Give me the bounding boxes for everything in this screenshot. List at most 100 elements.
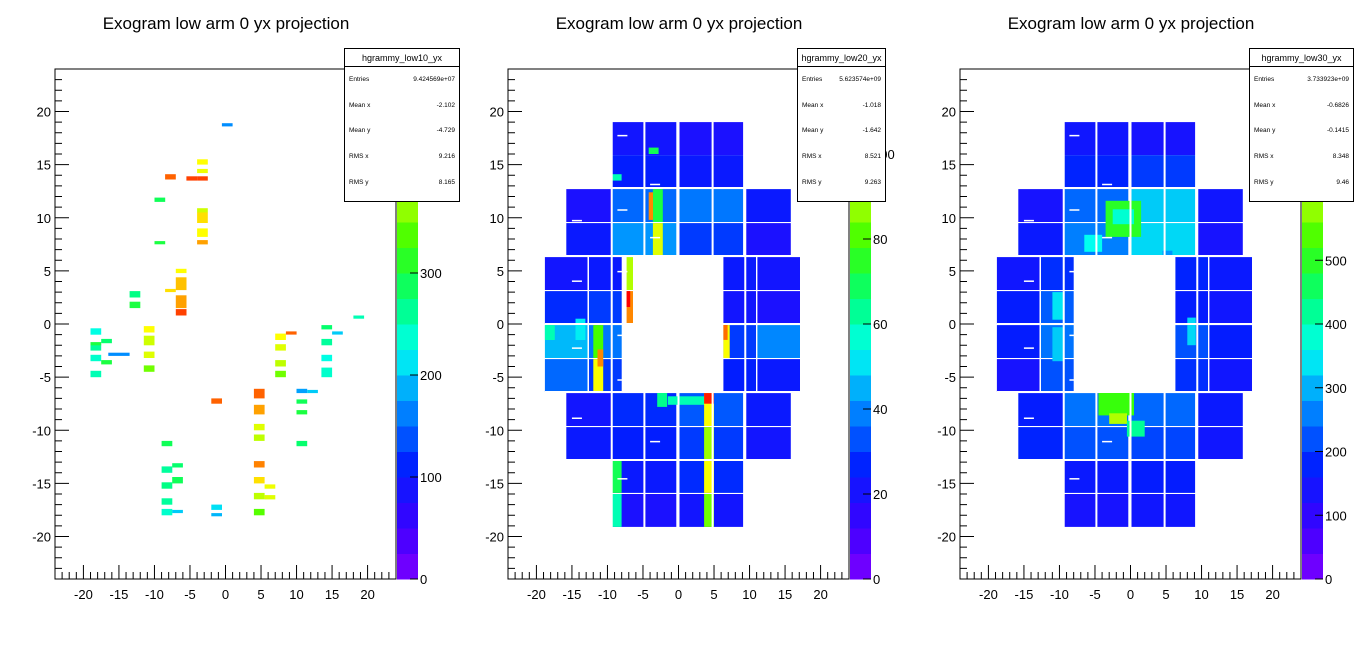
- palette-step: [397, 553, 418, 580]
- dead-channel: [1069, 478, 1080, 480]
- palette-step: [1302, 553, 1323, 580]
- x-tick-label: -5: [184, 587, 196, 602]
- stats-row-mean-x: Mean x -0.6826: [1250, 93, 1353, 119]
- palette-step: [850, 298, 871, 325]
- heatmap-cell: [175, 309, 187, 316]
- y-tick-label: 15: [37, 158, 51, 173]
- palette-tick-label: 200: [420, 368, 442, 383]
- palette-step: [397, 247, 418, 274]
- heatmap-cell: [1109, 413, 1127, 424]
- heatmap-cell: [197, 240, 208, 245]
- heatmap-cell: [211, 504, 222, 510]
- stats-value: -2.102: [436, 101, 455, 109]
- y-tick-label: 10: [942, 211, 956, 226]
- heatmap-cell: [1130, 155, 1196, 188]
- stats-value: 9.46: [1336, 178, 1349, 186]
- stats-box-low20: hgrammy_low20_yx Entries 5.623574e+09 Mea…: [797, 48, 886, 202]
- palette-tick-label: 100: [1325, 508, 1347, 523]
- heatmap-cell: [197, 228, 208, 237]
- heatmap-cell: [723, 324, 728, 340]
- palette-step: [1302, 477, 1323, 503]
- heatmap-svg-low30: -20 -15 -10 -5 0 5 10 15 20-20-15-10-50510152001…: [937, 68, 1347, 602]
- palette-step: [397, 298, 418, 325]
- heatmap-cell: [648, 147, 659, 154]
- stats-row-mean-y: Mean y -1.642: [798, 118, 885, 144]
- palette-tick-label: 400: [1325, 317, 1347, 332]
- heatmap-cell: [652, 189, 663, 222]
- palette-step: [397, 222, 418, 248]
- heatmap-cell: [253, 492, 265, 500]
- stats-label: Mean x: [802, 101, 824, 109]
- x-tick-label: 15: [778, 587, 792, 602]
- palette-step: [850, 222, 871, 248]
- y-tick-label: -10: [485, 423, 504, 438]
- palette-step: [850, 324, 871, 350]
- palette-step: [850, 196, 871, 223]
- x-tick-label: -5: [637, 587, 649, 602]
- heatmap-cell: [544, 325, 555, 340]
- heatmap-cell: [90, 342, 102, 346]
- stats-label: Mean y: [349, 127, 371, 135]
- stats-label: RMS x: [349, 153, 369, 161]
- heatmap-cell: [275, 333, 286, 340]
- heatmap-cell: [1209, 257, 1252, 290]
- palette-tick-label: 300: [1325, 381, 1347, 396]
- heatmap-cell: [129, 301, 141, 309]
- dead-channel: [1069, 379, 1080, 381]
- stats-name: hgrammy_low30_yx: [1250, 49, 1353, 67]
- x-tick-label: 15: [1230, 587, 1244, 602]
- stats-row-mean-x: Mean x -1.018: [798, 93, 885, 119]
- x-tick-label: 5: [257, 587, 264, 602]
- heatmap-cell: [678, 155, 744, 188]
- stats-value: -1.642: [862, 127, 881, 135]
- palette-tick-label: 500: [1325, 253, 1347, 268]
- heatmap-cell: [253, 423, 265, 431]
- palette-step: [850, 375, 871, 401]
- heatmap-cell: [175, 277, 187, 291]
- heatmap-cell: [678, 122, 744, 155]
- heatmap-cell: [161, 466, 173, 473]
- heatmap-cell: [197, 168, 208, 174]
- palette-step: [397, 477, 418, 503]
- heatmap-cell: [757, 325, 800, 358]
- dead-channel: [1102, 302, 1113, 305]
- stats-value: 9.424569e+07: [413, 76, 455, 84]
- x-tick-label: -10: [1050, 587, 1069, 602]
- palette-step: [850, 553, 871, 580]
- histogram-panel-low30: -20 -15 -10 -5 0 5 10 15 20 -20 -15 -10 -5 0 5 10 15 20 0 1…: [905, 0, 1357, 650]
- dead-channel: [617, 134, 628, 137]
- x-tick-label: 10: [1194, 587, 1208, 602]
- palette-step: [850, 477, 871, 503]
- x-tick-label: -15: [110, 587, 129, 602]
- heatmap-cell: [1130, 122, 1196, 155]
- heatmap-cell: [1018, 189, 1064, 222]
- y-tick-label: 5: [497, 264, 504, 279]
- heatmap-cell: [1175, 257, 1208, 290]
- heatmap-cell: [1052, 292, 1064, 320]
- dead-channel: [617, 379, 628, 381]
- heatmap-cell: [652, 223, 663, 256]
- stats-row-mean-x: Mean x -2.102: [345, 93, 459, 119]
- y-tick-label: 20: [942, 105, 956, 120]
- dead-channel: [1023, 219, 1034, 222]
- palette-tick-label: 20: [873, 487, 887, 502]
- y-tick-label: -20: [32, 530, 51, 545]
- heatmap-cell: [593, 325, 604, 358]
- dead-channel: [571, 173, 582, 175]
- heatmap-cell: [197, 176, 208, 181]
- heatmap-cell: [165, 174, 176, 180]
- heatmap-cell: [197, 208, 208, 213]
- heatmap-cell: [1197, 223, 1243, 256]
- y-tick-label: 10: [490, 211, 504, 226]
- x-tick-label: -5: [1089, 587, 1101, 602]
- palette-step: [1302, 247, 1323, 274]
- heatmap-cell: [211, 513, 222, 517]
- y-tick-label: 0: [497, 317, 504, 332]
- heatmap-cell: [296, 399, 308, 404]
- heatmap-cell: [1112, 209, 1134, 225]
- x-tick-label: 10: [742, 587, 756, 602]
- palette-tick-label: 40: [873, 402, 887, 417]
- stats-value: 8.521: [864, 153, 881, 161]
- heatmap-cell: [275, 360, 286, 367]
- heatmap-cell: [611, 460, 622, 493]
